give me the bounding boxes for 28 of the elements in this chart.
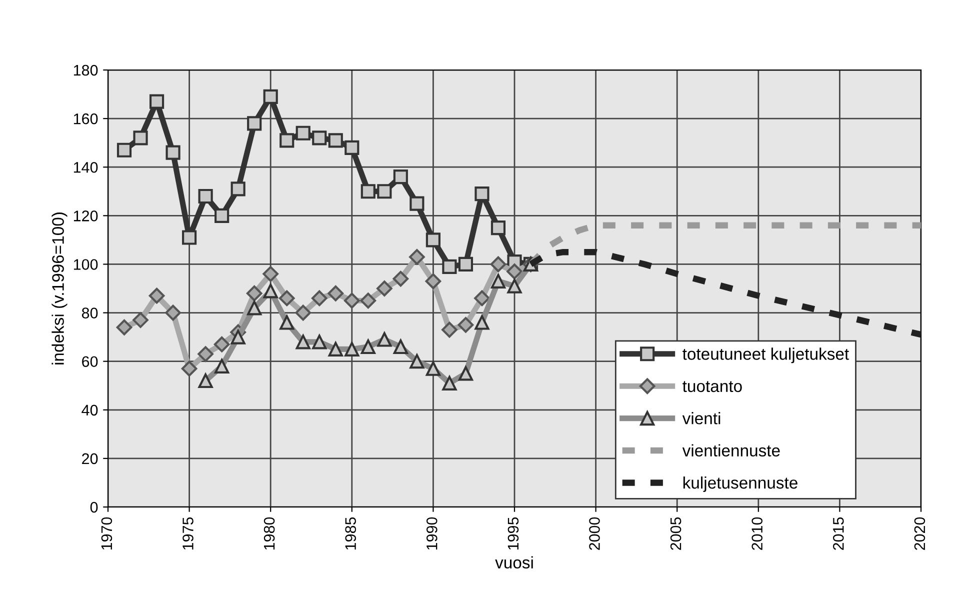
legend-label: toteutuneet kuljetukset (682, 348, 849, 364)
x-tick-label: 2010 (752, 517, 762, 550)
x-tick-label: 2020 (914, 517, 926, 550)
x-tick-label: 1975 (182, 517, 194, 550)
x-tick-label: 1980 (264, 517, 275, 550)
x-tick-label: 2005 (670, 517, 682, 550)
x-tick-label: 1995 (508, 517, 519, 550)
legend-label: vientiennuste (682, 444, 780, 457)
y-tick-label: 80 (82, 308, 98, 318)
y-tick-label: 140 (74, 162, 98, 173)
y-tick-label: 160 (74, 113, 98, 124)
x-tick-label: 1985 (345, 517, 356, 550)
y-axis-title: indeksi (v.1996=100) (52, 212, 68, 364)
y-tick-label: 20 (82, 453, 98, 464)
x-tick-label: 2015 (832, 517, 844, 550)
x-axis-title: vuosi (495, 556, 533, 569)
y-tick-label: 100 (74, 259, 98, 270)
legend-label: tuotanto (682, 381, 742, 392)
x-tick-label: 1990 (426, 517, 438, 550)
y-tick-label: 0 (90, 502, 98, 513)
legend-label: kuljetusennuste (683, 476, 798, 492)
x-tick-label: 1970 (101, 517, 112, 550)
y-tick-label: 120 (74, 210, 98, 222)
legend-label: vienti (682, 412, 720, 424)
y-tick-label: 180 (74, 64, 98, 76)
y-tick-label: 40 (82, 404, 98, 416)
y-tick-label: 60 (82, 356, 98, 368)
x-tick-label: 2000 (589, 517, 600, 550)
